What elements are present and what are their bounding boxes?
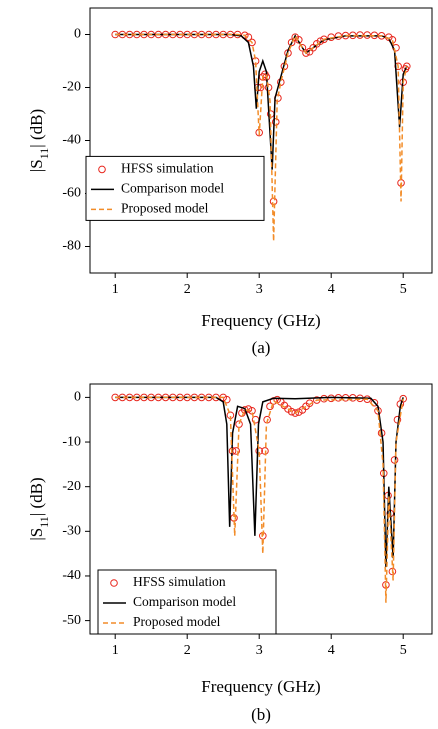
- y-axis-label-part: | (dB): [27, 109, 46, 148]
- data-marker: [291, 409, 300, 417]
- plot-area: [111, 393, 408, 603]
- y-tick-label: -10: [62, 434, 81, 449]
- x-tick-label: 5: [400, 282, 407, 297]
- y-axis-label-part: |S: [27, 528, 46, 541]
- data-marker: [393, 415, 402, 424]
- data-marker: [269, 197, 278, 206]
- x-axis-label: Frequency (GHz): [201, 677, 320, 696]
- y-axis-label: |S11| (dB): [27, 109, 51, 172]
- y-tick-label: -50: [62, 613, 81, 628]
- x-tick-label: 5: [400, 643, 407, 658]
- caption: (b): [251, 705, 271, 724]
- y-tick-label: -40: [62, 568, 81, 583]
- x-axis-label: Frequency (GHz): [201, 311, 320, 330]
- data-line: [115, 396, 404, 603]
- data-marker: [287, 407, 296, 416]
- data-marker: [388, 567, 397, 576]
- data-marker: [390, 456, 399, 464]
- data-marker: [266, 402, 274, 411]
- legend-label: HFSS simulation: [121, 160, 214, 175]
- data-marker: [302, 49, 310, 57]
- data-marker: [235, 420, 243, 428]
- data-marker: [298, 43, 307, 52]
- legend-label: Proposed model: [133, 614, 221, 629]
- y-tick-label: 0: [74, 390, 81, 405]
- y-axis-label-part: | (dB): [27, 477, 46, 516]
- x-tick-label: 1: [112, 643, 119, 658]
- legend-marker: [110, 579, 118, 587]
- legend-label: Comparison model: [121, 180, 224, 195]
- y-tick-label: -20: [62, 479, 81, 494]
- plot-area: [111, 30, 411, 242]
- data-line: [115, 33, 408, 242]
- y-axis-label: |S11| (dB): [27, 477, 51, 540]
- data-marker: [244, 33, 253, 41]
- legend-label: Comparison model: [133, 594, 236, 609]
- y-tick-label: -60: [62, 186, 81, 201]
- x-tick-label: 1: [112, 282, 119, 297]
- x-tick-label: 3: [256, 282, 263, 297]
- axes-frame: [89, 7, 433, 274]
- y-tick-label: 0: [74, 27, 81, 42]
- data-marker: [327, 394, 336, 403]
- legend-label: HFSS simulation: [133, 574, 226, 589]
- y-tick-label: -40: [62, 133, 81, 148]
- data-marker: [320, 394, 328, 403]
- x-tick-label: 3: [256, 643, 263, 658]
- legend-marker: [98, 165, 106, 174]
- y-axis-label-part: |S: [27, 159, 46, 172]
- y-tick-label: -80: [62, 239, 81, 254]
- caption: (a): [252, 338, 271, 357]
- legend-box: [97, 569, 277, 635]
- x-tick-label: 4: [328, 282, 335, 297]
- y-axis-label-part: 11: [37, 148, 51, 160]
- data-marker: [223, 395, 231, 404]
- y-tick-label: -30: [62, 524, 81, 539]
- data-marker: [403, 62, 411, 71]
- data-marker: [271, 118, 280, 126]
- data-line: [115, 396, 404, 568]
- legend-label: Proposed model: [121, 200, 209, 215]
- data-marker: [316, 37, 325, 45]
- x-tick-label: 2: [184, 282, 191, 297]
- data-marker: [232, 447, 240, 455]
- y-axis-label-part: 11: [37, 516, 51, 528]
- x-tick-label: 2: [184, 643, 191, 658]
- x-tick-label: 4: [328, 643, 335, 658]
- y-tick-label: -20: [62, 80, 81, 95]
- legend-box: [85, 155, 265, 221]
- data-marker: [399, 394, 408, 403]
